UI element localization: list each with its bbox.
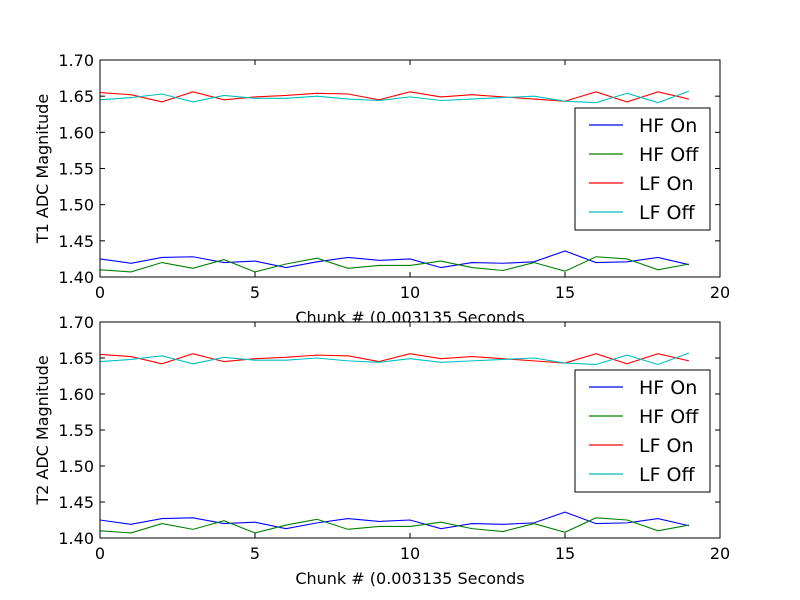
legend-entry-label: HF Off (639, 144, 699, 166)
series-line-lf-on (99, 353, 690, 365)
legend: HF On HF Off LF On LF Off (574, 369, 711, 493)
y-tick-label: 1.65 (58, 87, 94, 106)
y-tick-label: 1.50 (58, 196, 94, 215)
legend-entry-label: LF On (639, 173, 694, 195)
x-axis-label: Chunk # (0.003135 Seconds (295, 569, 524, 588)
series-line-lf-off (99, 352, 690, 366)
series-line-hf-on (99, 511, 690, 530)
y-tick-label: 1.65 (58, 349, 94, 368)
legend-entry-label: HF On (639, 115, 697, 137)
y-tick-label: 1.55 (58, 421, 94, 440)
x-tick-label: 15 (555, 544, 575, 563)
y-tick-label: 1.70 (58, 313, 94, 332)
legend-box (574, 107, 711, 231)
legend-entry-label: HF On (639, 377, 697, 399)
y-tick-label: 1.40 (58, 529, 94, 548)
legend-entry-label: LF On (639, 435, 694, 457)
legend-box (574, 369, 711, 493)
x-tick-label: 15 (555, 283, 575, 302)
x-tick-label: 5 (250, 283, 260, 302)
x-tick-label: 0 (95, 544, 105, 563)
legend-entry-label: HF Off (639, 406, 699, 428)
legend: HF On HF Off LF On LF Off (574, 107, 711, 231)
y-tick-label: 1.40 (58, 268, 94, 287)
x-tick-label: 10 (400, 544, 420, 563)
x-tick-label: 0 (95, 283, 105, 302)
y-tick-label: 1.70 (58, 51, 94, 70)
series-line-hf-on (99, 250, 690, 269)
y-tick-label: 1.55 (58, 160, 94, 179)
x-tick-label: 10 (400, 283, 420, 302)
series-line-hf-off (99, 256, 690, 273)
y-tick-label: 1.45 (58, 232, 94, 251)
x-tick-label: 20 (710, 544, 730, 563)
x-tick-label: 20 (710, 283, 730, 302)
chart-panel-2: 0 5 10 15 20 1.40 1.45 1.50 1.55 1.60 1.65 1.70 Chun… (33, 313, 730, 588)
y-tick-label: 1.50 (58, 457, 94, 476)
y-tick-label: 1.60 (58, 123, 94, 142)
series-line-lf-on (99, 91, 690, 103)
legend-entry-label: LF Off (639, 464, 696, 486)
series-line-lf-off (99, 90, 690, 104)
y-axis-label: T1 ADC Magnitude (33, 94, 52, 244)
series-line-hf-off (99, 517, 690, 534)
chart-panel-1: 0 5 10 15 201.401.451.501.551.601.651.70Chun… (33, 51, 730, 327)
y-tick-label: 1.45 (58, 493, 94, 512)
y-axis-label: T2 ADC Magnitude (33, 355, 52, 505)
y-tick-label: 1.60 (58, 385, 94, 404)
x-tick-label: 5 (250, 544, 260, 563)
legend-entry-label: LF Off (639, 202, 696, 224)
